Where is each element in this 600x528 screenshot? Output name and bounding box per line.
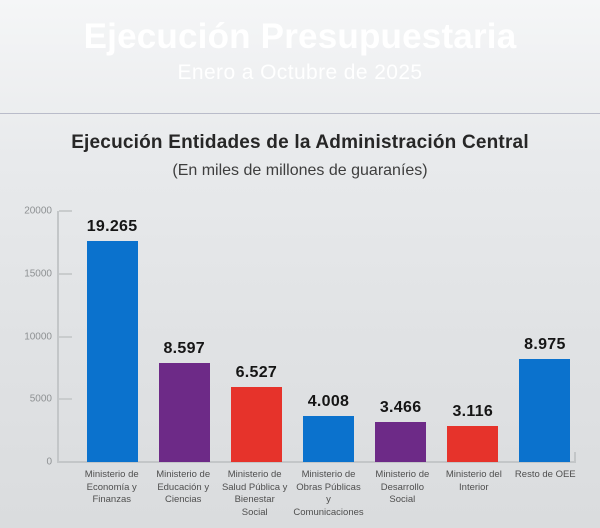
bar-column: 3.466	[365, 211, 437, 462]
y-axis-tick	[59, 272, 72, 275]
x-axis-category-labels: Ministerio de Economía y Finanzas Ministe…	[76, 469, 581, 519]
bar-column: 6.527	[220, 211, 292, 462]
x-axis-category-label: Ministerio de Educación y Ciencias	[156, 469, 211, 506]
chart-header: Ejecución Entidades de la Administración…	[0, 132, 600, 180]
y-axis-line	[57, 211, 59, 463]
bars-container: 19.265 8.597 6.527 4.008 3.466 3.116 8.975	[76, 211, 581, 462]
main-title: Ejecución Presupuestaria	[83, 17, 517, 56]
x-axis-line	[57, 461, 576, 463]
x-axis-category-label: Ministerio de Economía y Finanzas	[84, 469, 139, 506]
bar-value-label: 8.975	[524, 336, 566, 353]
bar	[519, 359, 571, 462]
x-axis-category-label: Ministerio de Obras Públicas y Comunicac…	[293, 469, 364, 518]
x-axis-category-label: Resto de OEE	[514, 469, 576, 480]
bar-value-label: 8.597	[163, 340, 205, 358]
x-axis-category-label: Ministerio del Interior	[445, 469, 502, 493]
bar	[302, 416, 354, 462]
bar	[375, 422, 427, 462]
y-axis-tick-label: 5000	[29, 393, 52, 405]
bar-column: 19.265	[76, 211, 148, 462]
x-axis-category-label: Ministerio de Salud Pública y Bienestar …	[221, 469, 288, 518]
bar	[86, 241, 138, 462]
bar-value-label: 19.265	[86, 218, 138, 235]
header-banner: Ejecución Presupuestaria Enero a Octubre…	[0, 0, 600, 113]
y-axis-tick	[59, 398, 72, 401]
date-range-subtitle: Enero a Octubre de 2025	[177, 61, 423, 85]
y-axis-tick	[59, 210, 72, 212]
y-axis-tick-label: 20000	[24, 205, 52, 217]
y-axis-tick-label: 0	[46, 456, 52, 468]
bar-column: 8.975	[509, 211, 581, 462]
x-axis-end-tick	[574, 452, 576, 462]
bar-column: 4.008	[292, 211, 364, 462]
bar-chart: 0 5000 10000 15000 20000 19.265 8.597 6.527 4.0…	[0, 195, 600, 528]
bar-value-label: 3.466	[379, 399, 422, 417]
chart-subtitle: (En miles de millones de guaraníes)	[172, 162, 428, 179]
bar-column: 8.597	[148, 211, 220, 462]
bar-value-label: 4.008	[307, 393, 350, 410]
bar-value-label: 3.116	[452, 403, 494, 421]
bar	[158, 363, 210, 462]
chart-title: Ejecución Entidades de la Administración…	[71, 132, 529, 153]
y-axis-tick-label: 10000	[24, 331, 52, 342]
x-axis-category-label: Ministerio de Desarrollo Social	[375, 469, 430, 506]
y-axis-tick	[59, 335, 72, 338]
bar-column: 3.116	[437, 211, 509, 462]
bar-value-label: 6.527	[235, 364, 278, 382]
bar	[230, 387, 282, 462]
y-axis-tick-label: 15000	[24, 268, 52, 280]
bar	[447, 426, 499, 462]
